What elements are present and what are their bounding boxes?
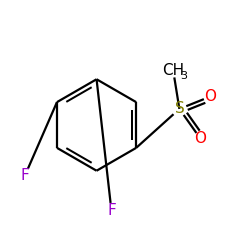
- Text: 3: 3: [180, 71, 187, 81]
- Text: F: F: [20, 168, 29, 183]
- Text: CH: CH: [162, 63, 184, 78]
- Text: O: O: [204, 89, 216, 104]
- Text: F: F: [107, 203, 116, 218]
- Text: O: O: [194, 131, 206, 146]
- Text: S: S: [174, 102, 184, 116]
